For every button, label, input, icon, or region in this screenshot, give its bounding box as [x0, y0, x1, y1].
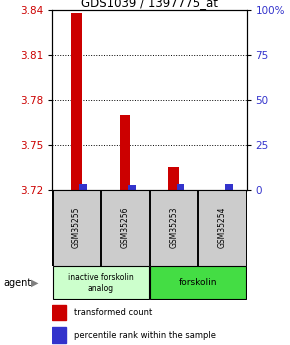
Bar: [52, 305, 66, 320]
Bar: [168, 167, 179, 190]
Bar: [198, 190, 246, 266]
Text: GSM35254: GSM35254: [218, 207, 227, 248]
Text: inactive forskolin
analog: inactive forskolin analog: [68, 273, 134, 293]
Bar: [150, 190, 197, 266]
Bar: [53, 266, 149, 299]
Text: GSM35253: GSM35253: [169, 207, 178, 248]
Bar: [79, 184, 87, 190]
Bar: [150, 266, 246, 299]
Bar: [177, 184, 184, 190]
Bar: [120, 115, 130, 190]
Text: percentile rank within the sample: percentile rank within the sample: [74, 331, 215, 339]
Text: ▶: ▶: [31, 278, 39, 288]
Bar: [225, 184, 233, 190]
Text: agent: agent: [3, 278, 31, 288]
Bar: [52, 327, 66, 343]
Title: GDS1039 / 1397775_at: GDS1039 / 1397775_at: [81, 0, 218, 9]
Text: transformed count: transformed count: [74, 308, 152, 317]
Text: GSM35256: GSM35256: [121, 207, 130, 248]
Text: GSM35255: GSM35255: [72, 207, 81, 248]
Bar: [128, 185, 136, 190]
Bar: [71, 13, 82, 190]
Bar: [101, 190, 149, 266]
Bar: [53, 190, 100, 266]
Text: forskolin: forskolin: [179, 278, 217, 287]
